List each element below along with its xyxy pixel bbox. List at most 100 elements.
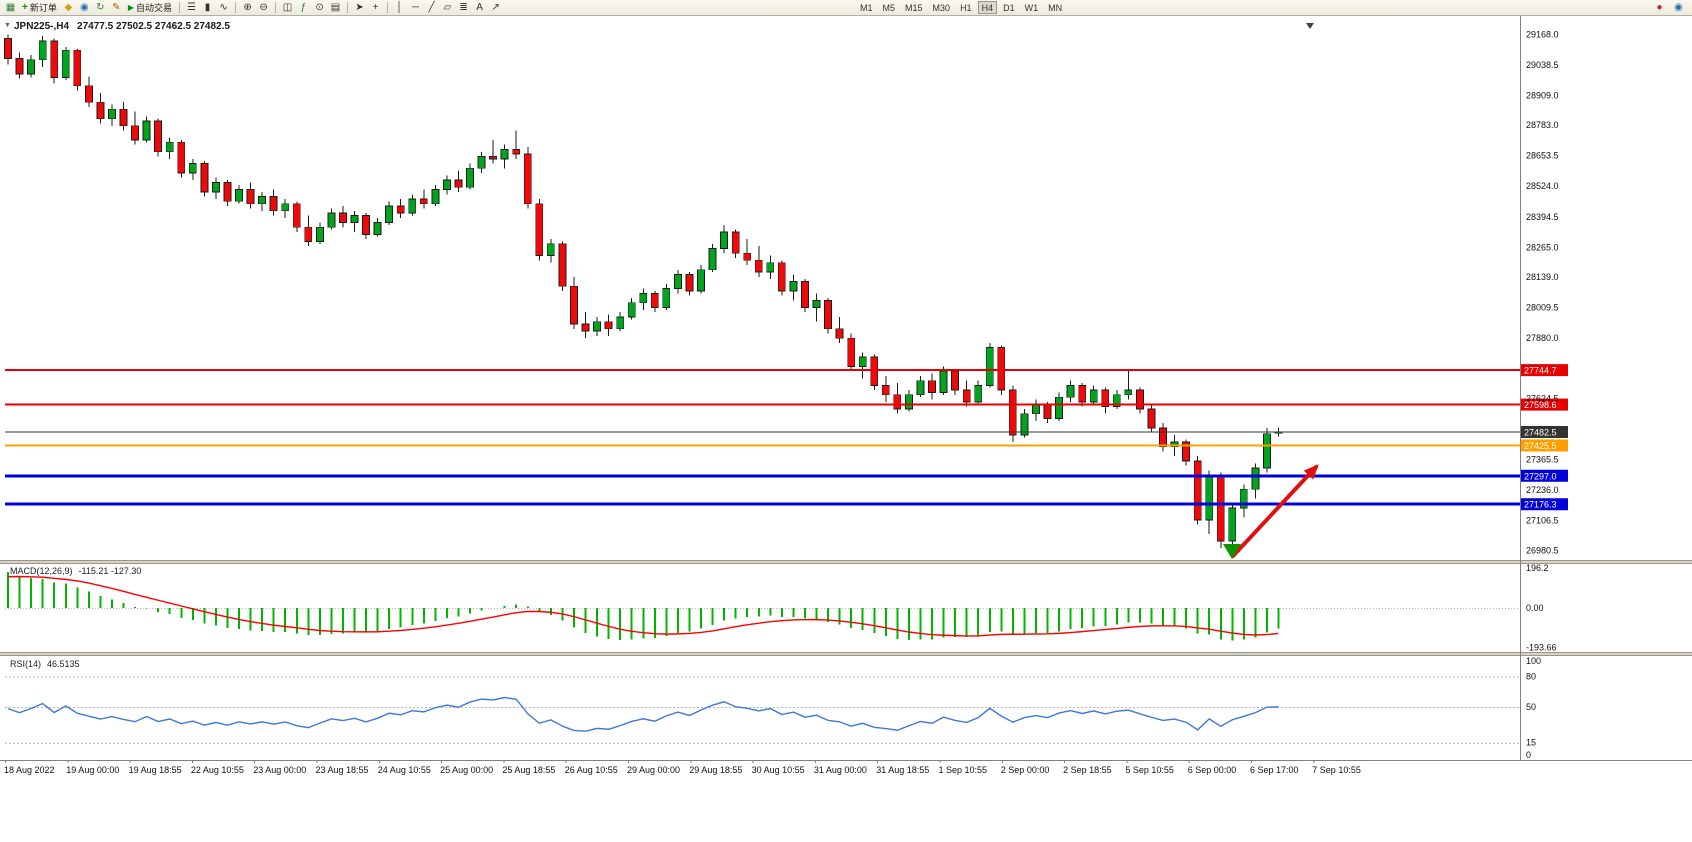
bar-chart-type-button[interactable]: ☰ xyxy=(187,1,197,13)
time-axis-label: 19 Aug 00:00 xyxy=(66,765,119,775)
candle-body xyxy=(154,120,163,153)
mailbox-icon[interactable]: ◉ xyxy=(1674,2,1683,13)
fibonacci-button[interactable]: ≣ xyxy=(459,1,468,13)
candlestick-chart-type-button[interactable]: ▮ xyxy=(204,1,211,13)
candle-body xyxy=(905,394,913,410)
candle-body xyxy=(1101,389,1110,408)
timeframe-button-m5[interactable]: M5 xyxy=(882,3,896,13)
candle-body xyxy=(650,292,659,308)
price-line-tag xyxy=(1521,425,1568,438)
price-axis-label: 26980.5 xyxy=(1526,545,1559,555)
timeframe-button-h4[interactable]: H4 xyxy=(977,1,998,14)
refresh-button[interactable]: ↻ xyxy=(96,1,105,13)
trend-arrow[interactable] xyxy=(1231,465,1318,558)
rsi-axis-label: 0 xyxy=(1526,750,1531,760)
candle-body xyxy=(581,323,590,332)
candle-body xyxy=(235,189,243,202)
new-chart-button[interactable]: ▦ xyxy=(5,1,16,13)
new-order-button[interactable]: + 新订单 xyxy=(19,1,60,15)
candle-body xyxy=(73,49,82,87)
candle-body xyxy=(1032,403,1040,415)
time-axis-label: 5 Sep 10:55 xyxy=(1125,765,1174,775)
timeframe-button-m30[interactable]: M30 xyxy=(932,3,951,13)
candle-body xyxy=(766,262,775,273)
candle-body xyxy=(697,269,705,292)
trendline-button[interactable]: ╱ xyxy=(428,1,435,13)
periods-button[interactable]: ⊙ xyxy=(315,1,324,13)
vertical-line-button[interactable]: │ xyxy=(396,1,403,13)
candle-body xyxy=(211,182,220,193)
alert-icon[interactable]: ● xyxy=(1656,2,1663,13)
new-order-label: 新订单 xyxy=(29,3,57,13)
time-axis-label: 25 Aug 00:00 xyxy=(440,765,493,775)
candle-body xyxy=(951,370,959,391)
timeframe-button-mn[interactable]: MN xyxy=(1048,3,1063,13)
time-axis-label: 31 Aug 18:55 xyxy=(876,765,929,775)
timeframe-button-w1[interactable]: W1 xyxy=(1024,3,1039,13)
time-axis-label: 6 Sep 00:00 xyxy=(1188,765,1237,775)
indicators-button[interactable]: ƒ xyxy=(300,1,307,13)
autotrading-button[interactable]: ▶ 自动交易 xyxy=(125,1,175,15)
time-axis-label: 23 Aug 00:00 xyxy=(253,765,306,775)
mql5-market-button[interactable]: ◆ xyxy=(64,1,73,13)
chart-window: 27744.7 27598.6 27482.5 27425.5 27297.0 27176… xyxy=(0,16,1692,842)
candle-body xyxy=(200,163,209,193)
metaeditor-button[interactable]: ✎ xyxy=(112,1,121,13)
candle-body xyxy=(165,141,174,153)
cursor-button[interactable]: ➤ xyxy=(355,1,364,13)
candle-body xyxy=(639,292,648,304)
crosshair-button[interactable]: + xyxy=(372,1,379,13)
chart-canvas[interactable]: 27744.7 27598.6 27482.5 27425.5 27297.0 27176… xyxy=(0,16,1692,842)
time-axis-label: 24 Aug 10:55 xyxy=(378,765,431,775)
timeframe-button-h1[interactable]: H1 xyxy=(960,3,972,13)
timeframe-button-d1[interactable]: D1 xyxy=(1003,3,1015,13)
tile-windows-button[interactable]: ◫ xyxy=(282,1,293,13)
community-button[interactable]: ◉ xyxy=(79,1,89,13)
candle-body xyxy=(1170,441,1179,448)
candle-body xyxy=(777,262,786,292)
price-axis-label: 28394.5 xyxy=(1526,212,1559,222)
timeframe-button-m1[interactable]: M1 xyxy=(860,3,873,13)
macd-axis-label: 0.00 xyxy=(1526,603,1544,613)
autotrading-play-icon: ▶ xyxy=(127,3,135,12)
time-axis-label: 30 Aug 10:55 xyxy=(752,765,805,775)
candle-body xyxy=(512,149,521,155)
candle-body xyxy=(789,281,798,292)
candle-body xyxy=(928,380,936,393)
price-axis-label: 28009.5 xyxy=(1526,303,1559,313)
zoom-in-button[interactable]: ⊕ xyxy=(243,1,252,13)
zoom-out-button[interactable]: ⊖ xyxy=(259,1,268,13)
candle-body xyxy=(881,384,890,396)
candle-body xyxy=(893,394,902,410)
candle-body xyxy=(870,356,879,386)
panel-separator[interactable] xyxy=(0,560,1692,564)
candle-body xyxy=(466,167,474,188)
marker-triangle[interactable] xyxy=(1223,544,1241,559)
price-line-tag-label: 27176.3 xyxy=(1524,500,1557,510)
candle-body xyxy=(570,285,578,325)
candle-body xyxy=(1043,403,1052,419)
candle-body xyxy=(1193,460,1202,521)
candle-body xyxy=(61,49,70,78)
candle-body xyxy=(685,274,694,292)
chart-shift-marker xyxy=(1306,23,1314,29)
candle-body xyxy=(997,347,1006,391)
candle-body xyxy=(108,108,116,120)
time-axis-label: 6 Sep 17:00 xyxy=(1250,765,1299,775)
candle-body xyxy=(1136,389,1144,410)
line-chart-type-button[interactable]: ∿ xyxy=(219,1,228,13)
panel-separator[interactable] xyxy=(0,652,1692,656)
time-axis-label: 7 Sep 10:55 xyxy=(1312,765,1361,775)
text-tool-button[interactable]: A xyxy=(476,1,483,13)
trend-arrow-head[interactable] xyxy=(1303,464,1319,480)
toolbar-right-icons: ● ◉ xyxy=(1652,1,1686,15)
candle-body xyxy=(1112,394,1121,408)
timeframe-button-m15[interactable]: M15 xyxy=(905,3,923,13)
channel-button[interactable]: ▱ xyxy=(443,1,452,13)
macd-signal-line xyxy=(7,575,1279,637)
price-axis-label: 28653.5 xyxy=(1526,151,1559,161)
arrows-tool-button[interactable]: ↗ xyxy=(491,1,500,13)
templates-button[interactable]: ▤ xyxy=(330,1,341,13)
candle-body xyxy=(454,179,463,188)
horizontal-line-button[interactable]: ─ xyxy=(411,1,420,13)
